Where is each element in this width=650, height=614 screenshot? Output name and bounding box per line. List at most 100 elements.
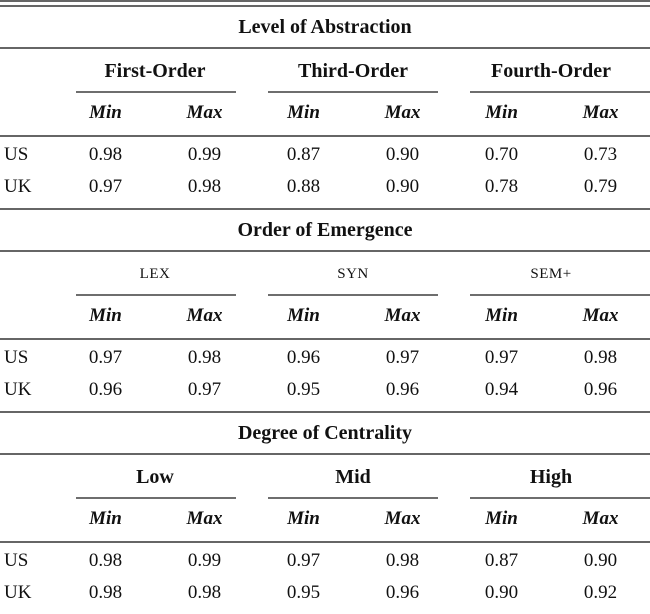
max-header: Max: [353, 499, 452, 543]
cell-value: 0.95: [254, 577, 353, 614]
row-label: US: [4, 144, 29, 165]
section-title: Degree of Centrality: [0, 413, 650, 455]
min-header: Min: [56, 93, 155, 137]
cell-value: 0.98: [187, 347, 222, 368]
cell-value: 0.79: [551, 171, 650, 210]
group-header: Fourth-Order: [452, 49, 650, 93]
group-header-label: High: [529, 466, 573, 488]
cell-value: 0.98: [155, 577, 254, 614]
group-underline-rule: [76, 91, 237, 93]
spacer-cell: [0, 49, 56, 93]
cell-value: 0.87: [286, 144, 321, 165]
cell-value: 0.97: [286, 550, 321, 571]
min-header: Min: [56, 499, 155, 543]
group-underline-rule: [76, 294, 236, 296]
cell-value: 0.73: [583, 144, 618, 165]
cell-value: 0.90: [583, 550, 618, 571]
cell-value: 0.96: [56, 374, 155, 413]
cell-value: 0.96: [551, 374, 650, 413]
cell-value: 0.92: [551, 577, 650, 614]
cell-value: 0.98: [155, 171, 255, 210]
data-grid: Low Mid High Min Max Min Max Min: [0, 455, 650, 614]
group-header: Mid: [254, 455, 452, 499]
max-header: Max: [155, 296, 254, 340]
spacer-cell: [0, 296, 56, 340]
cell-value: 0.97: [385, 347, 420, 368]
group-underline-rule: [470, 91, 650, 93]
group-header-row: LEX SYN SEM+: [0, 252, 650, 296]
table-row-us: US 0.97 0.98 0.96 0.97 0.97 0.98: [0, 339, 650, 374]
cell-value: 0.78: [452, 171, 552, 210]
table-row-uk: UK 0.96 0.97 0.95 0.96 0.94 0.96: [0, 374, 650, 413]
group-header-row: First-Order Third-Order Fourth-Order: [0, 49, 650, 93]
min-header: Min: [452, 93, 552, 137]
max-header: Max: [155, 499, 254, 543]
cell-value: 0.99: [187, 144, 222, 165]
group-header-label: Low: [136, 466, 174, 488]
row-label: UK: [0, 577, 56, 614]
cell-value: 0.97: [56, 171, 155, 210]
cell-value: 0.90: [353, 171, 453, 210]
min-header: Min: [254, 499, 353, 543]
section-degree-of-centrality: Degree of Centrality Low Mid High: [0, 413, 650, 614]
cell-value: 0.96: [353, 374, 453, 413]
group-header-row: Low Mid High: [0, 455, 650, 499]
cell-value: 0.70: [484, 144, 519, 165]
min-header: Min: [254, 296, 353, 340]
table-row-uk: UK 0.97 0.98 0.88 0.90 0.78 0.79: [0, 171, 650, 210]
group-header: High: [452, 455, 650, 499]
cell-value: 0.97: [88, 347, 123, 368]
table-row-uk: UK 0.98 0.98 0.95 0.96 0.90 0.92: [0, 577, 650, 614]
group-underline-rule: [268, 294, 439, 296]
cell-value: 0.98: [583, 347, 618, 368]
cell-value: 0.97: [155, 374, 254, 413]
cell-value: 0.90: [385, 144, 420, 165]
spacer-cell: [0, 93, 56, 137]
min-header: Min: [254, 93, 354, 137]
cell-value: 0.98: [385, 550, 420, 571]
row-label: UK: [0, 374, 56, 413]
cell-value: 0.95: [254, 374, 353, 413]
group-underline-rule: [76, 497, 236, 499]
minmax-header-row: Min Max Min Max Min Max: [0, 499, 650, 543]
cell-value: 0.90: [452, 577, 551, 614]
group-header: Low: [56, 455, 254, 499]
cell-value: 0.96: [286, 347, 321, 368]
max-header: Max: [353, 296, 453, 340]
minmax-header-row: Min Max Min Max Min Max: [0, 93, 650, 137]
cell-value: 0.98: [88, 550, 123, 571]
cell-value: 0.87: [484, 550, 519, 571]
group-header: SEM+: [452, 252, 650, 296]
top-double-rule: [0, 0, 650, 7]
group-header-label: SEM+: [530, 266, 572, 282]
section-order-of-emergence: Order of Emergence LEX SYN SEM+: [0, 210, 650, 413]
cell-value: 0.96: [353, 577, 452, 614]
cell-value: 0.99: [187, 550, 222, 571]
table-row-us: US 0.98 0.99 0.97 0.98 0.87 0.90: [0, 542, 650, 577]
section-level-of-abstraction: Level of Abstraction First-Order Third-O…: [0, 7, 650, 210]
group-header: Third-Order: [254, 49, 452, 93]
cell-value: 0.98: [56, 577, 155, 614]
spacer-cell: [0, 252, 56, 296]
group-underline-rule: [470, 294, 650, 296]
section-title: Level of Abstraction: [0, 7, 650, 49]
cell-value: 0.94: [452, 374, 552, 413]
table-row-us: US 0.98 0.99 0.87 0.90 0.70 0.73: [0, 136, 650, 171]
group-header-label: Fourth-Order: [491, 60, 612, 82]
row-label: UK: [0, 171, 56, 210]
section-title: Order of Emergence: [0, 210, 650, 252]
group-header: LEX: [56, 252, 254, 296]
minmax-header-row: Min Max Min Max Min Max: [0, 296, 650, 340]
group-header: SYN: [254, 252, 452, 296]
group-header-label: First-Order: [104, 60, 206, 82]
min-header: Min: [452, 499, 551, 543]
group-underline-rule: [268, 91, 439, 93]
group-header-label: LEX: [139, 266, 171, 282]
group-header-label: SYN: [337, 266, 369, 282]
data-grid: First-Order Third-Order Fourth-Order Min…: [0, 49, 650, 210]
max-header: Max: [551, 499, 650, 543]
group-header: First-Order: [56, 49, 254, 93]
max-header: Max: [353, 93, 453, 137]
max-header: Max: [551, 296, 650, 340]
